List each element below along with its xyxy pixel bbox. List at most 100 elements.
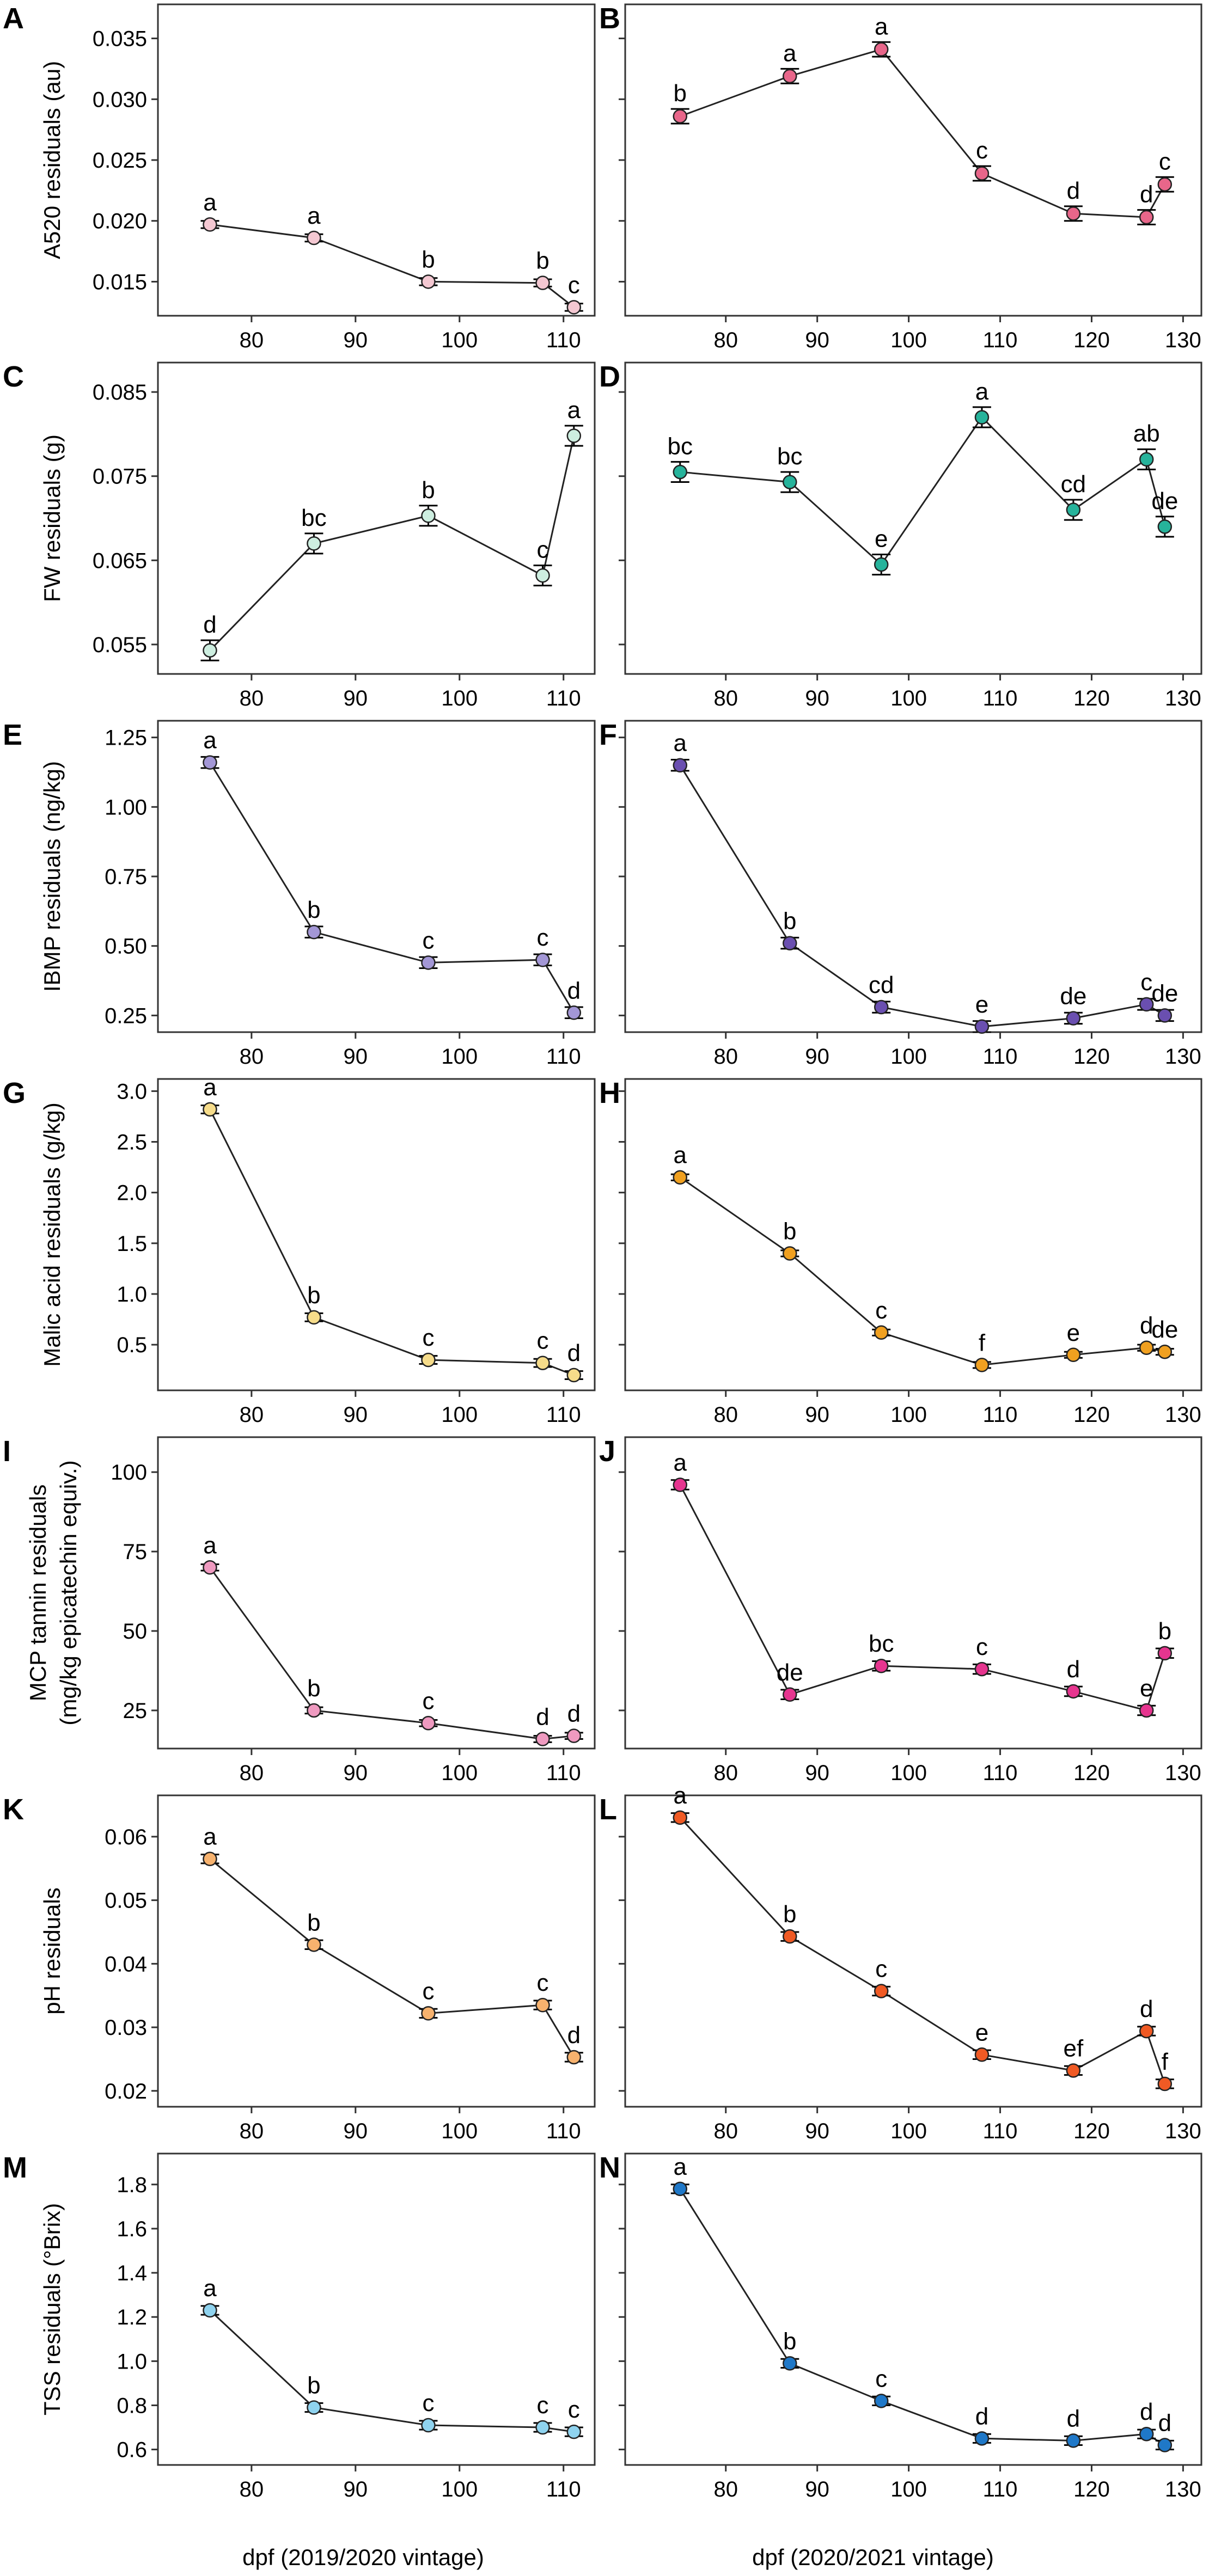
data-point bbox=[421, 508, 436, 523]
data-point bbox=[1066, 502, 1081, 517]
significance-letter: bc bbox=[301, 505, 326, 531]
y-tick-label: 0.035 bbox=[93, 27, 147, 51]
data-point bbox=[783, 1246, 797, 1261]
significance-letter: c bbox=[422, 1324, 434, 1351]
y-axis-title: pH residuals bbox=[39, 1887, 65, 2014]
panel-letter: H bbox=[599, 1077, 620, 1109]
data-point bbox=[673, 758, 688, 772]
x-tick-label: 90 bbox=[805, 328, 829, 352]
significance-letter: c bbox=[537, 924, 549, 951]
significance-letter: c bbox=[976, 137, 988, 164]
data-point bbox=[1066, 2063, 1081, 2078]
x-tick-label: 120 bbox=[1073, 2119, 1110, 2143]
significance-letter: d bbox=[1158, 2409, 1171, 2436]
significance-letter: de bbox=[1151, 1316, 1178, 1343]
panel-letter: B bbox=[599, 2, 620, 35]
data-point bbox=[1139, 997, 1154, 1012]
x-tick-label: 90 bbox=[805, 2477, 829, 2501]
significance-letter: cd bbox=[869, 972, 894, 998]
x-axis-title-left: dpf (2019/2020 vintage) bbox=[242, 2544, 484, 2570]
data-point bbox=[535, 568, 550, 583]
data-point bbox=[783, 1929, 797, 1944]
data-point bbox=[203, 755, 217, 770]
data-point bbox=[974, 1661, 990, 1677]
significance-letter: c bbox=[976, 1634, 988, 1660]
significance-letter: b bbox=[674, 80, 687, 107]
y-tick-label: 1.0 bbox=[117, 2350, 147, 2373]
data-point bbox=[566, 1367, 582, 1383]
data-point bbox=[1157, 2438, 1173, 2452]
data-point bbox=[1157, 1008, 1173, 1023]
significance-letter: de bbox=[1151, 980, 1178, 1007]
x-tick-label: 130 bbox=[1165, 1045, 1201, 1069]
y-tick-label: 0.25 bbox=[105, 1004, 147, 1028]
data-point bbox=[874, 557, 889, 572]
data-point bbox=[1139, 2426, 1154, 2442]
data-point bbox=[307, 1310, 321, 1325]
data-point bbox=[1157, 177, 1173, 192]
y-axis-title: FW residuals (g) bbox=[39, 434, 65, 602]
y-tick-label: 1.25 bbox=[105, 726, 147, 750]
x-tick-label: 80 bbox=[240, 2477, 264, 2501]
y-tick-label: 0.06 bbox=[105, 1825, 147, 1849]
y-tick-label: 0.030 bbox=[93, 88, 147, 112]
plot-frame bbox=[624, 2152, 1202, 2466]
x-tick-label: 130 bbox=[1165, 1761, 1201, 1785]
panel-letter: G bbox=[3, 1077, 26, 1109]
panel-e: E IBMP residuals (ng/kg) 0.25 0.50 0.75 1.00 1… bbox=[3, 719, 596, 1069]
significance-letter: c bbox=[568, 2396, 580, 2423]
x-tick-label: 110 bbox=[983, 1761, 1018, 1785]
significance-letter: c bbox=[537, 537, 549, 563]
x-tick-label: 110 bbox=[983, 1045, 1018, 1069]
significance-letter: a bbox=[203, 2275, 217, 2302]
panel-letter: N bbox=[599, 2151, 620, 2184]
panel-letter: M bbox=[3, 2151, 27, 2184]
x-tick-label: 110 bbox=[546, 1761, 581, 1785]
significance-letter: d bbox=[1140, 181, 1153, 208]
plot-frame bbox=[157, 361, 596, 675]
panel-m: M TSS residuals (°Brix) 0.6 0.8 1.0 1.2 1.4 1.6… bbox=[3, 2151, 596, 2501]
x-tick-label: 80 bbox=[240, 2119, 264, 2143]
data-point bbox=[783, 1687, 797, 1702]
x-tick-label: 120 bbox=[1073, 1761, 1110, 1785]
significance-letter: d bbox=[1140, 2399, 1153, 2425]
significance-letter: b bbox=[307, 897, 320, 923]
significance-letter: e bbox=[975, 2019, 988, 2046]
significance-letter: c bbox=[422, 2390, 434, 2416]
x-tick-label: 80 bbox=[713, 1045, 738, 1069]
significance-letter: f bbox=[979, 1329, 986, 1356]
x-tick-label: 100 bbox=[890, 2119, 927, 2143]
y-tick-label: 0.075 bbox=[93, 465, 147, 489]
significance-letter: d bbox=[536, 1703, 549, 1730]
plot-frame bbox=[157, 1078, 596, 1391]
x-tick-label: 90 bbox=[805, 686, 829, 710]
data-point bbox=[307, 1703, 321, 1718]
significance-letter: e bbox=[1067, 1320, 1080, 1346]
significance-letter: c bbox=[537, 1970, 549, 1996]
x-tick-label: 110 bbox=[546, 328, 581, 352]
significance-letter: c bbox=[1159, 148, 1171, 175]
data-point bbox=[974, 410, 990, 425]
panel-letter: A bbox=[3, 2, 24, 35]
x-tick-label: 110 bbox=[983, 686, 1018, 710]
x-tick-label: 100 bbox=[441, 2119, 478, 2143]
y-tick-label: 2.5 bbox=[117, 1131, 147, 1155]
significance-letter: c bbox=[537, 2392, 549, 2419]
x-tick-label: 80 bbox=[240, 1045, 264, 1069]
significance-letter: de bbox=[1151, 488, 1178, 514]
panel-k: KpH residuals 0.02 0.03 0.04 0.05 0.06 80 90 100… bbox=[3, 1793, 596, 2143]
data-point bbox=[566, 2424, 582, 2439]
y-axis-title: TSS residuals (°Brix) bbox=[39, 2203, 65, 2415]
data-point bbox=[1066, 1347, 1081, 1363]
x-tick-label: 90 bbox=[344, 1045, 368, 1069]
y-tick-label: 0.03 bbox=[105, 2016, 147, 2040]
data-point bbox=[673, 464, 688, 480]
data-point bbox=[874, 1984, 889, 1998]
data-point bbox=[203, 1102, 217, 1117]
data-point bbox=[307, 230, 321, 246]
y-axis-title: MCP tannin residuals bbox=[25, 1485, 51, 1701]
significance-letter: b bbox=[422, 246, 435, 273]
data-point bbox=[1139, 1340, 1154, 1355]
